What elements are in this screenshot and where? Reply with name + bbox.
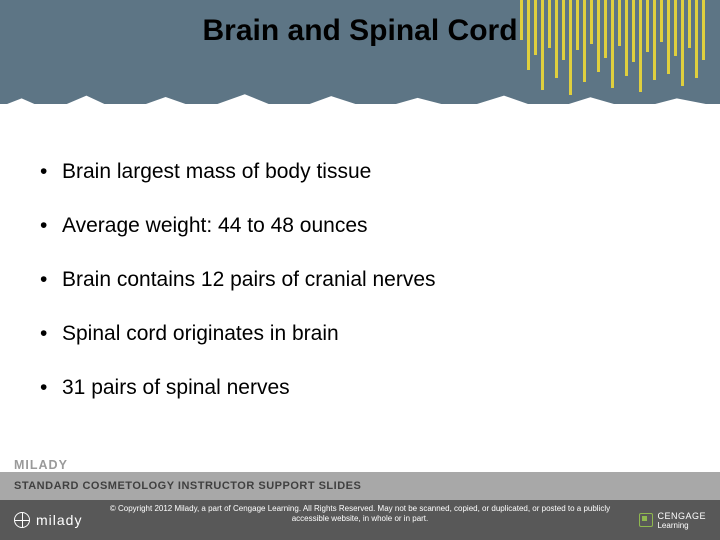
header-banner: Brain and Spinal Cord bbox=[0, 0, 720, 104]
cengage-bottom: Learning bbox=[657, 521, 706, 530]
brand-sub-text: STANDARD COSMETOLOGY INSTRUCTOR SUPPORT … bbox=[14, 480, 361, 492]
bullet-item: •Brain largest mass of body tissue bbox=[40, 160, 680, 184]
slide: Brain and Spinal Cord •Brain largest mas… bbox=[0, 0, 720, 540]
cengage-top: CENGAGE bbox=[657, 511, 706, 521]
footer: STANDARD COSMETOLOGY INSTRUCTOR SUPPORT … bbox=[0, 472, 720, 540]
cengage-mark-icon bbox=[639, 513, 653, 527]
slide-title: Brain and Spinal Cord bbox=[0, 14, 720, 48]
bullet-item: •Brain contains 12 pairs of cranial nerv… bbox=[40, 268, 680, 292]
bullet-item: •Average weight: 44 to 48 ounces bbox=[40, 214, 680, 238]
bullet-text: Brain contains 12 pairs of cranial nerve… bbox=[62, 268, 436, 292]
footer-strip: milady © Copyright 2012 Milady, a part o… bbox=[0, 500, 720, 540]
bullet-item: •31 pairs of spinal nerves bbox=[40, 376, 680, 400]
footer-band: STANDARD COSMETOLOGY INSTRUCTOR SUPPORT … bbox=[0, 472, 720, 500]
brand-upper-text: MILADY bbox=[14, 458, 720, 472]
content-area: •Brain largest mass of body tissue •Aver… bbox=[40, 160, 680, 430]
cengage-logo: CENGAGE Learning bbox=[639, 500, 706, 540]
bullet-text: Brain largest mass of body tissue bbox=[62, 160, 371, 184]
brand-upper-line: MILADY bbox=[0, 458, 720, 472]
bullet-item: •Spinal cord originates in brain bbox=[40, 322, 680, 346]
bullet-text: Average weight: 44 to 48 ounces bbox=[62, 214, 368, 238]
copyright-text: © Copyright 2012 Milady, a part of Cenga… bbox=[0, 504, 720, 525]
bullet-text: Spinal cord originates in brain bbox=[62, 322, 339, 346]
bullet-text: 31 pairs of spinal nerves bbox=[62, 376, 290, 400]
